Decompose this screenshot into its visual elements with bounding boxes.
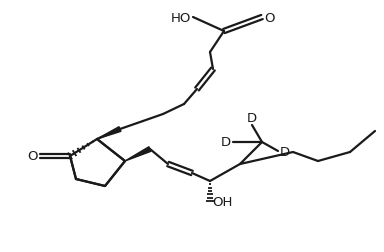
Text: O: O [28,150,38,163]
Text: HO: HO [170,11,191,24]
Polygon shape [97,127,121,139]
Text: O: O [264,11,275,24]
Text: D: D [247,112,257,124]
Text: D: D [280,145,290,158]
Text: OH: OH [212,195,232,208]
Polygon shape [125,147,151,161]
Text: D: D [221,136,231,149]
